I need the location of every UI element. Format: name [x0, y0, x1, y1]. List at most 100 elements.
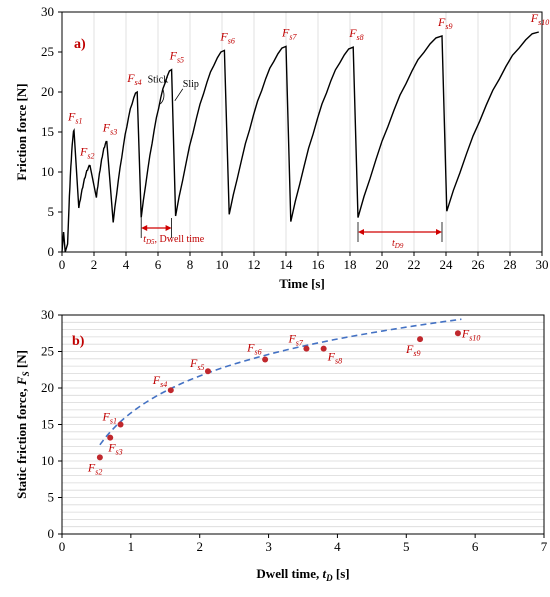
chart-a-ytick-label: 10: [41, 164, 54, 179]
chart-b-xtick-label: 6: [472, 539, 479, 554]
chart-a-xtick-label: 24: [440, 257, 454, 272]
chart-b-ytick-label: 15: [41, 417, 54, 432]
data-point: [320, 345, 327, 352]
chart-a-plot-frame: [61, 11, 543, 253]
chart-a-xtick-label: 14: [280, 257, 294, 272]
data-point: [204, 368, 211, 375]
chart-a-xtick-label: 28: [504, 257, 517, 272]
chart-b-xtick-label: 0: [59, 539, 66, 554]
chart-b-y-axis-label: Static friction force, FS [N]: [14, 350, 31, 499]
chart-b-xtick-label: 2: [196, 539, 203, 554]
data-point: [303, 345, 310, 352]
chart-b-x-axis-label: Dwell time, tD [s]: [256, 566, 349, 583]
chart-b-point-labels: Fs1 Fs2 Fs3 Fs4 Fs5 Fs6 Fs7 Fs8 Fs9 Fs10: [87, 326, 481, 476]
data-point: [262, 356, 269, 363]
slip-label: Slip: [183, 79, 199, 90]
dwell-time-d9-arrowhead-left: [358, 229, 364, 235]
chart-a-ytick-label: 5: [48, 204, 55, 219]
chart-a-peak-label: Fs2: [79, 145, 94, 161]
data-point: [96, 454, 103, 461]
stick-label: Stick: [148, 74, 169, 85]
chart-a-panel-label: a): [74, 37, 86, 52]
chart-b-xticks: 0 1 2 3 4 5 6 7: [59, 534, 548, 554]
chart-b-ytick-label: 5: [48, 490, 55, 505]
stick-pointer: [160, 88, 165, 105]
data-point: [167, 387, 174, 394]
dwell-time-d5-label: tD5, Dwell time: [143, 234, 205, 246]
chart-a: 0 2 4 6 8 10 12 14 16 18 20 22 24 26 28 30 051015202530…: [14, 4, 549, 291]
data-point: [117, 421, 124, 428]
chart-a-xtick-label: 30: [536, 257, 549, 272]
chart-b-ytick-label: 0: [48, 526, 55, 541]
chart-b-point-label: Fs3: [107, 441, 122, 457]
chart-a-ytick-label: 15: [41, 124, 54, 139]
chart-b-point-label: Fs1: [102, 410, 117, 426]
chart-a-peak-label: Fs3: [102, 121, 117, 137]
chart-b-ytick-label: 20: [41, 380, 54, 395]
chart-a-ytick-label: 30: [41, 4, 54, 19]
chart-b-point-label: Fs5: [189, 356, 204, 372]
chart-a-ytick-label: 20: [41, 84, 54, 99]
chart-a-xtick-label: 10: [216, 257, 229, 272]
chart-b-points: [96, 330, 461, 461]
chart-b-xtick-label: 4: [334, 539, 341, 554]
chart-a-xtick-label: 20: [376, 257, 389, 272]
data-point: [107, 434, 114, 441]
chart-b-point-label: Fs10: [461, 326, 480, 342]
chart-a-xticks: 0 2 4 6 8 10 12 14 16 18 20 22 24 26 28 30: [59, 252, 549, 272]
chart-a-xtick-label: 6: [155, 257, 162, 272]
chart-b-ytick-label: 10: [41, 453, 54, 468]
chart-a-y-axis-label: Friction force [N]: [14, 83, 29, 180]
chart-a-xtick-label: 26: [472, 257, 486, 272]
chart-b-yticks: 0 5 10 15 20 25 30: [41, 307, 62, 541]
chart-b-panel-label: b): [72, 334, 85, 349]
chart-b-ytick-label: 30: [41, 307, 54, 322]
chart-b-point-label: Fs9: [405, 342, 420, 358]
chart-a-peak-labels: Fs1 Fs2 Fs3 Fs4 Fs5 Fs6 Fs7 Fs8 Fs9 Fs10: [67, 11, 549, 161]
chart-b-point-label: Fs4: [152, 373, 167, 389]
dwell-time-d5-arrowhead-left: [141, 225, 148, 231]
chart-a-ytick-label: 0: [48, 244, 55, 259]
chart-b: 0 1 2 3 4 5 6 7 0 5 10 15 20 25 30 Fs1 Fs2 Fs3 Fs4 Fs5 Fs6…: [14, 307, 548, 583]
fit-curve: [99, 318, 462, 446]
chart-a-peak-label: Fs5: [169, 49, 184, 65]
chart-a-xtick-label: 2: [91, 257, 98, 272]
data-point: [454, 330, 461, 337]
chart-a-peak-label: Fs7: [281, 25, 297, 41]
chart-a-yticks: 0 5 10 15 20 25 30: [41, 4, 62, 259]
chart-a-peak-label: Fs8: [348, 26, 363, 42]
chart-b-point-label: Fs8: [327, 350, 342, 366]
chart-b-xtick-label: 5: [403, 539, 410, 554]
dwell-time-d9-label: tD9: [392, 238, 404, 250]
chart-a-xtick-label: 8: [187, 257, 194, 272]
chart-a-peak-label: Fs1: [67, 109, 82, 125]
chart-b-point-label: Fs2: [87, 460, 102, 476]
chart-b-point-label: Fs7: [287, 332, 303, 348]
chart-a-xtick-label: 16: [312, 257, 326, 272]
chart-a-grid: [93, 12, 511, 252]
chart-a-peak-label: Fs10: [530, 11, 549, 27]
dwell-time-d5-arrowhead-right: [165, 225, 172, 231]
chart-b-xtick-label: 7: [541, 539, 548, 554]
chart-b-xtick-label: 3: [265, 539, 272, 554]
chart-a-ytick-label: 25: [41, 44, 54, 59]
data-point: [417, 336, 424, 343]
chart-a-axes: [61, 11, 543, 253]
friction-force-series: [61, 31, 539, 253]
chart-a-x-axis-label: Time [s]: [279, 276, 325, 291]
dwell-time-d9-arrowhead-right: [436, 229, 442, 235]
chart-a-peak-label: Fs6: [219, 29, 234, 45]
chart-a-xtick-label: 18: [344, 257, 357, 272]
chart-a-xtick-label: 12: [248, 257, 261, 272]
chart-a-peak-label: Fs4: [126, 71, 141, 87]
chart-a-xtick-label: 0: [59, 257, 66, 272]
chart-a-annotations: Stick Slip tD5, Dwell time tD9: [140, 74, 443, 250]
chart-a-xtick-label: 22: [408, 257, 421, 272]
slip-pointer: [174, 88, 184, 102]
chart-b-grid: [62, 321, 544, 528]
chart-b-point-label: Fs6: [246, 341, 261, 357]
chart-b-xtick-label: 1: [128, 539, 135, 554]
chart-a-peak-label: Fs9: [437, 15, 452, 31]
chart-a-xtick-label: 4: [123, 257, 130, 272]
